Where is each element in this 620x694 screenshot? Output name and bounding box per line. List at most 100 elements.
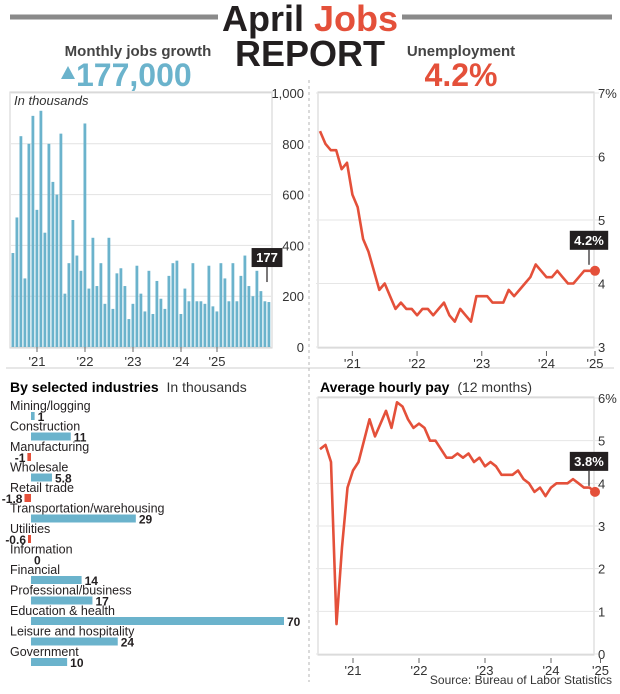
jobs-ytick-label: 200 [282,289,304,304]
industry-bar [31,637,118,646]
industry-value: -1 [15,451,26,465]
industry-bar [31,576,82,584]
industry-value: 14 [85,574,99,588]
jobs-bar [187,301,191,347]
jobs-bar [123,286,127,347]
jobs-bar [51,181,55,347]
jobs-bar [175,260,179,347]
industry-bar [24,494,31,502]
jobs-xtick-label: '21 [29,354,46,369]
hourly-pay-chart: Average hourly pay (12 months) 6%543210 … [316,379,617,678]
jobs-bar [147,270,151,347]
unemployment-label: Unemployment [407,43,515,60]
jobs-chart-unit-label: In thousands [14,93,89,108]
industry-bar [27,453,31,461]
industry-value: 29 [139,513,153,527]
hourly-pay-title-main: Average hourly pay [320,379,450,395]
jobs-bar [171,263,175,347]
jobs-ytick-label: 600 [282,188,304,203]
industry-label: Manufacturing [10,440,89,454]
industry-label: Leisure and hospitality [10,625,135,639]
jobs-bar [151,313,155,347]
title-april: April [222,0,304,39]
jobs-bar [167,275,171,347]
pay-ytick-label: 2 [598,562,605,577]
industry-label: Retail trade [10,481,74,495]
jobs-bar [119,268,123,347]
jobs-bar [235,301,239,347]
industry-value: 10 [70,656,84,670]
jobs-bar [239,275,243,347]
unemp-callout-box [569,230,609,250]
unemp-ytick-label: 7% [598,86,617,101]
hourly-pay-subtitle: (12 months) [457,379,532,395]
jobs-xtick-label: '24 [173,354,190,369]
jobs-xtick-label: '23 [125,354,142,369]
unemp-series-line [318,130,595,323]
pay-callout-label: 3.8% [574,454,604,469]
jobs-bar [127,319,131,347]
jobs-bar [79,270,83,347]
jobs-bar [259,291,263,347]
jobs-ytick-label: 0 [297,340,304,355]
up-arrow-icon [61,66,75,79]
industry-label: Professional/business [10,584,132,598]
jobs-bar [39,110,43,347]
jobs-bar [63,293,67,347]
unemp-xtick-label: '21 [344,356,361,371]
unemp-endpoint [590,265,600,276]
title-jobs: Jobs [314,0,398,39]
pay-xtick-label: '21 [345,663,362,678]
industry-bar [28,535,31,543]
jobs-bar [179,313,183,347]
jobs-xtick-label: '25 [209,354,226,369]
jobs-bar [199,301,203,347]
industry-value: 70 [287,615,301,629]
unemployment-value: 4.2% [425,57,498,93]
jobs-chart-frame [9,91,273,349]
industry-bar [31,617,284,625]
jobs-bar [111,308,115,347]
industry-value: -1.8 [2,492,23,506]
jobs-bar [203,303,207,347]
unemp-ytick-label: 3 [598,340,605,355]
jobs-bar [131,303,135,347]
pay-xtick-label: '22 [411,663,428,678]
jobs-bar [267,302,271,347]
jobs-bar [183,288,187,347]
jobs-bar [215,311,219,347]
unemp-callout-label: 4.2% [574,233,604,248]
industry-bar [31,596,93,605]
jobs-bar [31,115,35,347]
pay-ytick-label: 5 [598,434,605,449]
jobs-bar [59,133,63,347]
industry-label: Wholesale [10,461,68,475]
jobs-bar [95,286,99,347]
jobs-bar [263,301,267,347]
jobs-bar [135,265,139,347]
jobs-growth-label: Monthly jobs growth [65,43,212,60]
unemp-ytick-label: 5 [598,213,605,228]
industries-unit-label: In thousands [167,379,247,395]
industry-value: 17 [95,595,109,609]
jobs-bar [143,311,147,347]
jobs-growth-chart: In thousands 1,000 800 600 400 200 0 '21 '22 '2… [9,86,304,369]
source-note: Source: Bureau of Labor Statistics [430,673,612,687]
jobs-bar [35,209,39,347]
jobs-bar [139,293,143,347]
jobs-bar [107,237,111,347]
industry-bar [31,412,35,420]
jobs-bar [191,263,195,347]
industry-bar [31,473,52,482]
industries-chart: By selected industries In thousands Mini… [2,379,301,670]
jobs-ytick-label: 800 [282,137,304,152]
pay-ytick-label: 1 [598,604,605,619]
jobs-bar [43,232,47,347]
jobs-bar [243,255,247,347]
jobs-bar [15,217,19,347]
jobs-bar [219,263,223,347]
pay-xtick-label: '24 [543,663,560,678]
unemp-xtick-label: '25 [587,356,604,371]
jobs-bar [27,143,31,347]
